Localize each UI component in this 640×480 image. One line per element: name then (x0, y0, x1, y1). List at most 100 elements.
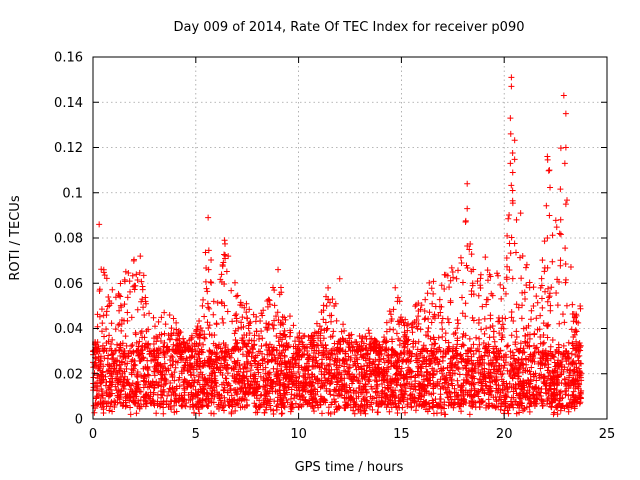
data-point (481, 368, 488, 375)
data-point (553, 289, 560, 296)
data-point (180, 366, 187, 373)
data-point (232, 401, 239, 408)
data-point (511, 156, 518, 163)
data-point (562, 245, 569, 252)
data-point (228, 347, 235, 354)
data-point (515, 368, 522, 375)
data-point (263, 320, 270, 327)
data-point (409, 329, 416, 336)
data-point (315, 404, 322, 411)
data-point (128, 314, 135, 321)
data-point (397, 391, 404, 398)
data-point (393, 370, 400, 377)
data-point (172, 398, 179, 405)
data-point (189, 401, 196, 408)
data-point (427, 335, 434, 342)
data-point (387, 377, 394, 384)
data-point (489, 359, 496, 366)
data-point (234, 292, 241, 299)
data-point (317, 396, 324, 403)
data-point (445, 402, 452, 409)
data-point (454, 377, 461, 384)
data-point (473, 347, 480, 354)
data-point (526, 408, 533, 415)
data-point (559, 311, 566, 318)
data-point (224, 370, 231, 377)
data-point (319, 352, 326, 359)
data-point (149, 378, 156, 385)
data-point (462, 300, 469, 307)
data-point (276, 377, 283, 384)
data-point (142, 340, 149, 347)
data-point (205, 266, 212, 273)
data-point (160, 400, 167, 407)
data-point (507, 250, 514, 257)
data-point (338, 328, 345, 335)
data-point (455, 359, 462, 366)
data-point (336, 391, 343, 398)
data-point (489, 292, 496, 299)
data-point (138, 278, 145, 285)
data-point (271, 302, 278, 309)
data-point (467, 348, 474, 355)
data-point (116, 307, 123, 314)
data-point (326, 356, 333, 363)
data-point (96, 286, 103, 293)
data-point (448, 363, 455, 370)
data-point (124, 360, 131, 367)
data-point (353, 366, 360, 373)
data-point (333, 317, 340, 324)
data-point (261, 409, 268, 416)
data-point (403, 371, 410, 378)
data-point (380, 355, 387, 362)
y-tick-label: 0.06 (54, 277, 83, 292)
data-point (519, 349, 526, 356)
data-point (446, 374, 453, 381)
data-point (211, 361, 218, 368)
data-point (446, 390, 453, 397)
data-point (279, 410, 286, 417)
data-point (414, 368, 421, 375)
data-point (513, 364, 520, 371)
data-point (206, 331, 213, 338)
data-point (435, 334, 442, 341)
data-point (318, 383, 325, 390)
data-point (520, 377, 527, 384)
data-point (155, 350, 162, 357)
data-point (139, 334, 146, 341)
data-point (570, 392, 577, 399)
data-point (495, 382, 502, 389)
data-point (203, 389, 210, 396)
y-tick-label: 0.02 (54, 367, 83, 382)
data-point (148, 357, 155, 364)
data-point (219, 354, 226, 361)
data-point (364, 351, 371, 358)
data-point (431, 311, 438, 318)
data-point (125, 350, 132, 357)
data-point (213, 383, 220, 390)
data-point (278, 350, 285, 357)
data-point (497, 347, 504, 354)
data-point (268, 385, 275, 392)
data-point (129, 387, 136, 394)
data-point (463, 359, 470, 366)
data-point (208, 410, 215, 417)
data-point (123, 365, 130, 372)
data-point (142, 381, 149, 388)
data-point (485, 353, 492, 360)
data-point (309, 358, 316, 365)
data-point (151, 385, 158, 392)
data-point (146, 351, 153, 358)
data-point (228, 409, 235, 416)
data-point (256, 383, 263, 390)
data-point (450, 274, 457, 281)
data-point (251, 400, 258, 407)
data-point (265, 398, 272, 405)
data-point (421, 307, 428, 314)
data-point (108, 363, 115, 370)
data-point (241, 340, 248, 347)
data-point (546, 167, 553, 174)
data-point (514, 370, 521, 377)
data-point (330, 392, 337, 399)
data-point (390, 306, 397, 313)
